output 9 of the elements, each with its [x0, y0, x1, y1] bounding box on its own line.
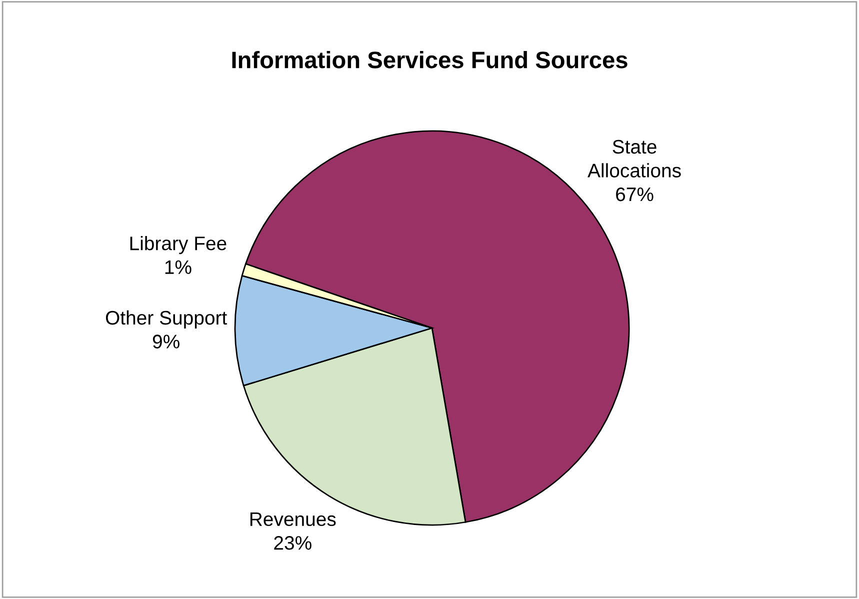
data-label: 23% — [274, 536, 312, 550]
data-label: 9% — [152, 334, 180, 348]
data-label: 67% — [616, 187, 654, 202]
data-label: 1% — [165, 260, 192, 274]
slice-label: Revenues — [250, 512, 336, 526]
chart-title: Information Services Fund Sources — [232, 50, 628, 68]
slice-label: Other Support — [106, 310, 228, 329]
slice-label: State Allocations — [588, 140, 681, 178]
slice-label: Library Fee — [130, 236, 226, 254]
